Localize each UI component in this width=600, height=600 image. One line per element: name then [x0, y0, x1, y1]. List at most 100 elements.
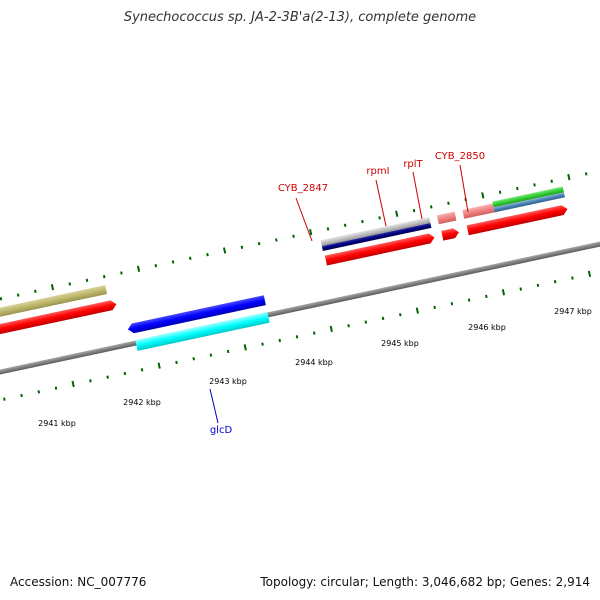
forward-tick-mark	[533, 183, 536, 187]
forward-tick-mark	[68, 282, 72, 286]
scale-label-2944: 2944 kbp	[295, 358, 333, 367]
forward-tick-mark	[240, 245, 244, 249]
gene-label-glcd: glcD	[210, 425, 233, 436]
forward-tick-mark	[50, 284, 55, 291]
reverse-tick-mark	[485, 294, 488, 299]
reverse-tick-mark	[398, 313, 402, 317]
cds-arrow-rplt-cyb2850	[466, 205, 568, 236]
reverse-tick-mark	[226, 349, 230, 354]
forward-tick-mark	[447, 201, 450, 205]
gene-label-cyb2847: CYB_2847	[278, 183, 328, 194]
forward-tick-mark	[550, 179, 554, 183]
forward-tick-mark	[326, 227, 330, 231]
map-track-group	[0, 172, 600, 401]
reverse-tick-mark	[381, 316, 385, 321]
leader-line-rplt	[412, 171, 423, 220]
reverse-tick-mark	[157, 362, 161, 369]
scale-label-2947: 2947 kbp	[554, 307, 592, 316]
reverse-tick-mark	[261, 342, 264, 346]
reverse-tick-mark	[89, 379, 92, 383]
cds-arrow-glcd	[127, 295, 266, 334]
gene-label-rplt: rplT	[403, 159, 423, 170]
reverse-tick-mark	[571, 276, 574, 280]
leader-line-glcd	[209, 388, 219, 424]
scale-label-2941: 2941 kbp	[38, 419, 76, 428]
reverse-tick-mark	[536, 283, 540, 288]
leader-line-cyb2847	[295, 197, 313, 242]
cds-arrow-rpmi	[441, 228, 459, 241]
forward-tick-mark	[257, 241, 261, 246]
reverse-tick-mark	[54, 386, 58, 390]
forward-tick-mark	[0, 297, 3, 301]
scale-label-2945: 2945 kbp	[381, 339, 419, 348]
forward-tick-mark	[498, 190, 502, 194]
reverse-tick-mark	[175, 360, 178, 365]
reverse-tick-mark	[329, 325, 333, 333]
forward-tick-mark	[154, 263, 158, 268]
scale-label-2942: 2942 kbp	[123, 398, 161, 407]
reverse-tick-mark	[243, 344, 247, 351]
forward-tick-mark	[16, 293, 20, 297]
forward-tick-mark	[102, 274, 106, 279]
scale-label-2943: 2943 kbp	[209, 377, 247, 386]
map-title: Synechococcus sp. JA-2-3B'a(2-13), compl…	[123, 10, 477, 25]
forward-tick-mark	[395, 210, 399, 217]
reverse-tick-mark	[467, 298, 471, 302]
reverse-tick-mark	[519, 287, 523, 291]
forward-tick-mark	[309, 228, 313, 236]
gene-feature-cyan	[135, 311, 270, 351]
reverse-tick-mark	[501, 289, 506, 296]
forward-tick-mark	[412, 208, 416, 213]
reverse-tick-mark	[71, 380, 75, 388]
cds-arrow-left	[0, 300, 117, 338]
scale-label-2946: 2946 kbp	[468, 323, 506, 332]
reverse-tick-mark	[553, 280, 557, 284]
forward-tick-mark	[481, 192, 485, 199]
forward-tick-mark	[361, 219, 364, 224]
reverse-tick-mark	[278, 338, 282, 343]
gene-feature-olive-left	[0, 285, 108, 322]
forward-tick-mark	[584, 172, 588, 176]
forward-tick-mark	[85, 278, 89, 283]
leader-line-rpmi	[375, 179, 387, 227]
gene-feature-green	[492, 186, 564, 208]
forward-tick-mark	[206, 252, 209, 257]
forward-tick-mark	[34, 289, 37, 294]
forward-tick-mark	[136, 265, 141, 272]
forward-tick-mark	[292, 234, 295, 238]
forward-tick-mark	[188, 256, 192, 260]
rna-feature-rpmi	[436, 211, 457, 225]
reverse-tick-mark	[192, 357, 195, 361]
reverse-tick-mark	[347, 324, 350, 328]
forward-tick-mark	[343, 223, 347, 227]
forward-tick-mark	[429, 205, 433, 209]
reverse-tick-mark	[37, 390, 41, 394]
reverse-tick-mark	[123, 371, 127, 376]
gene-label-cyb2850: CYB_2850	[435, 151, 485, 162]
forward-tick-mark	[516, 186, 519, 191]
reverse-tick-mark	[106, 375, 109, 379]
leader-line-cyb2850	[459, 164, 469, 213]
gene-feature-steel	[493, 192, 565, 213]
gene-feature-grey	[320, 217, 431, 247]
gene-label-rpmi: rpmI	[366, 166, 389, 177]
reverse-tick-row	[3, 270, 592, 401]
accession-text: Accession: NC_007776	[10, 575, 147, 589]
reverse-tick-mark	[587, 270, 592, 278]
forward-tick-mark	[222, 247, 227, 254]
reverse-tick-mark	[140, 368, 144, 372]
reverse-tick-mark	[20, 393, 23, 398]
genome-summary-text: Topology: circular; Length: 3,046,682 bp…	[260, 575, 590, 589]
forward-tick-mark	[171, 260, 175, 264]
cds-arrow-cyb2847	[324, 233, 435, 266]
reverse-tick-mark	[209, 353, 213, 357]
forward-tick-mark	[120, 271, 123, 275]
forward-tick-mark	[378, 216, 381, 220]
forward-tick-mark	[275, 238, 278, 242]
reverse-tick-mark	[364, 320, 368, 324]
reverse-tick-mark	[415, 307, 419, 314]
forward-tick-row	[0, 172, 588, 301]
reverse-tick-mark	[433, 305, 436, 310]
rna-feature-rplt	[462, 203, 495, 219]
